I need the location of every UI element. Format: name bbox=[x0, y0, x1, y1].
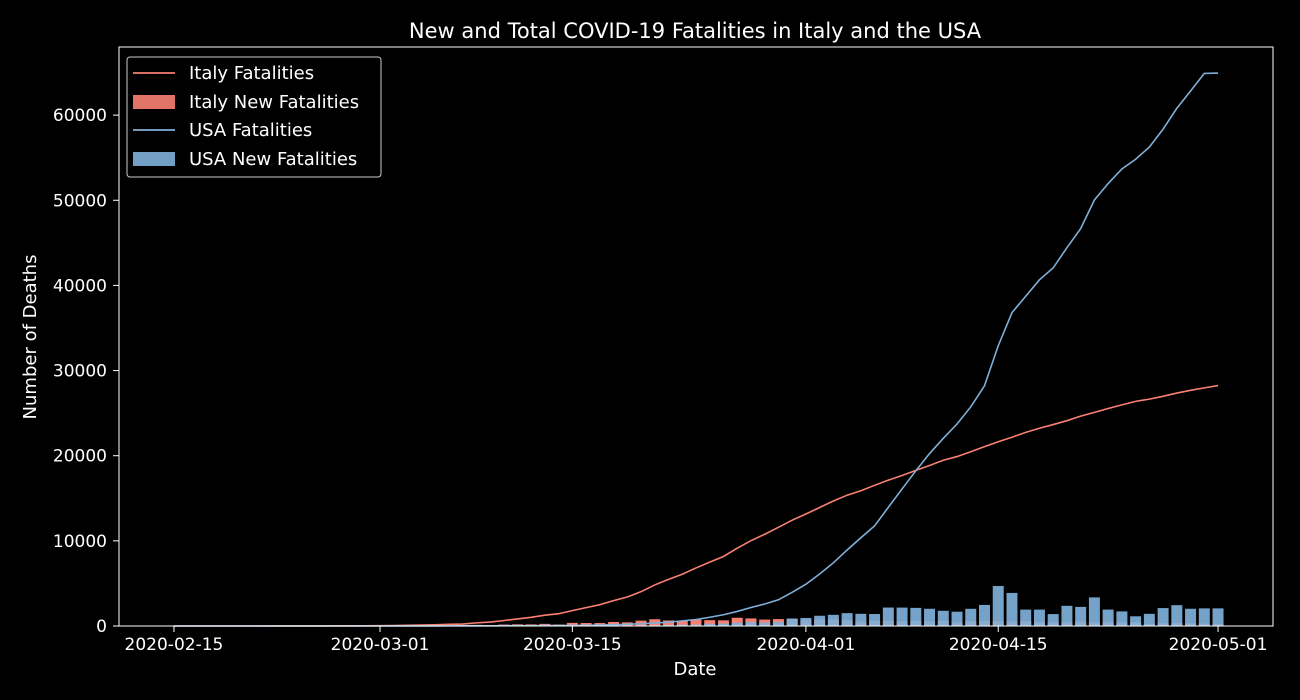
x-tick-label: 2020-05-01 bbox=[1169, 635, 1268, 655]
y-tick-label: 40000 bbox=[53, 276, 107, 296]
usa-new-fatalities-bar bbox=[827, 614, 839, 626]
x-axis-label: Date bbox=[673, 659, 716, 680]
usa-new-fatalities-bar bbox=[800, 617, 812, 626]
x-tick-label: 2020-02-15 bbox=[125, 635, 224, 655]
usa-new-fatalities-bar bbox=[1116, 611, 1128, 626]
usa-new-fatalities-bar bbox=[855, 613, 867, 626]
usa-new-fatalities-bar bbox=[676, 624, 688, 626]
usa-new-fatalities-bar bbox=[896, 607, 908, 626]
usa-new-fatalities-bar bbox=[1088, 597, 1100, 626]
italy-new-fatalities-bar bbox=[566, 622, 578, 626]
x-tick-label: 2020-03-01 bbox=[331, 635, 430, 655]
usa-new-fatalities-bar bbox=[1212, 608, 1224, 626]
usa-new-fatalities-bar bbox=[979, 604, 990, 626]
usa-new-fatalities-bar bbox=[1157, 608, 1169, 626]
italy-new-fatalities-bar bbox=[690, 619, 702, 626]
usa-new-fatalities-bar bbox=[910, 607, 922, 626]
italy-new-fatalities-bar bbox=[717, 620, 729, 626]
usa-new-fatalities-bar bbox=[772, 621, 784, 626]
usa-new-fatalities-bar bbox=[759, 622, 771, 626]
usa-new-fatalities-bar bbox=[1006, 592, 1018, 626]
y-tick-label: 10000 bbox=[53, 532, 107, 552]
usa-new-fatalities-bar bbox=[965, 608, 977, 626]
y-tick-label: 20000 bbox=[53, 447, 107, 467]
usa-new-fatalities-bar bbox=[745, 622, 757, 626]
usa-new-fatalities-bar bbox=[951, 611, 963, 626]
usa-new-fatalities-bar bbox=[1185, 608, 1197, 626]
y-axis-label: Number of Deaths bbox=[20, 255, 41, 420]
x-tick-label: 2020-04-01 bbox=[757, 635, 856, 655]
usa-new-fatalities-bar bbox=[1075, 606, 1087, 626]
italy-new-fatalities-bar bbox=[663, 620, 675, 626]
legend-swatch-italy-bar bbox=[133, 95, 175, 109]
chart-title: New and Total COVID-19 Fatalities in Ita… bbox=[409, 19, 982, 43]
y-tick-label: 60000 bbox=[53, 106, 107, 126]
y-axis: 0 10000 20000 30000 40000 50000 60000 bbox=[53, 106, 119, 637]
usa-new-fatalities-bar bbox=[882, 607, 894, 626]
usa-new-fatalities-bars bbox=[360, 585, 1224, 626]
x-tick-label: 2020-03-15 bbox=[523, 635, 622, 655]
usa-new-fatalities-bar bbox=[1171, 605, 1183, 626]
usa-new-fatalities-bar bbox=[841, 613, 853, 626]
usa-new-fatalities-bar bbox=[1198, 608, 1210, 626]
legend-label-italy-new-fatalities: Italy New Fatalities bbox=[189, 92, 359, 113]
usa-new-fatalities-bar bbox=[690, 624, 702, 626]
usa-new-fatalities-bar bbox=[937, 610, 949, 626]
legend-label-usa-new-fatalities: USA New Fatalities bbox=[189, 149, 357, 170]
legend-box bbox=[126, 56, 382, 178]
x-axis: 2020-02-15 2020-03-01 2020-03-15 2020-04-01… bbox=[125, 626, 1268, 655]
legend: Italy Fatalities Italy New Fatalities US… bbox=[126, 56, 382, 178]
usa-new-fatalities-bar bbox=[731, 622, 743, 626]
usa-new-fatalities-bar bbox=[992, 585, 1004, 626]
usa-new-fatalities-bar bbox=[869, 614, 881, 626]
usa-new-fatalities-bar bbox=[924, 608, 936, 626]
usa-new-fatalities-bar bbox=[1020, 609, 1032, 626]
legend-swatch-usa-bar bbox=[133, 152, 175, 166]
usa-new-fatalities-bar bbox=[717, 623, 729, 626]
usa-new-fatalities-bar bbox=[1102, 609, 1114, 626]
y-tick-label: 50000 bbox=[53, 191, 107, 211]
x-tick-label: 2020-04-15 bbox=[949, 635, 1048, 655]
usa-new-fatalities-bar bbox=[1047, 614, 1059, 626]
legend-label-italy-fatalities: Italy Fatalities bbox=[189, 63, 314, 84]
usa-new-fatalities-bar bbox=[814, 615, 826, 626]
usa-new-fatalities-bar bbox=[704, 623, 716, 626]
plot-frame bbox=[118, 46, 1274, 627]
usa-new-fatalities-bar bbox=[1143, 613, 1155, 626]
italy-new-fatalities-bar bbox=[731, 617, 743, 626]
usa-new-fatalities-bar bbox=[786, 618, 798, 626]
y-tick-label: 0 bbox=[96, 617, 107, 637]
usa-new-fatalities-bar bbox=[1033, 609, 1045, 626]
y-tick-label: 30000 bbox=[53, 362, 107, 382]
usa-new-fatalities-bar bbox=[1130, 616, 1142, 626]
legend-label-usa-fatalities: USA Fatalities bbox=[189, 120, 312, 141]
italy-new-fatalities-bar bbox=[676, 620, 688, 626]
italy-new-fatalities-bar bbox=[704, 620, 716, 626]
usa-new-fatalities-bar bbox=[1061, 605, 1073, 626]
